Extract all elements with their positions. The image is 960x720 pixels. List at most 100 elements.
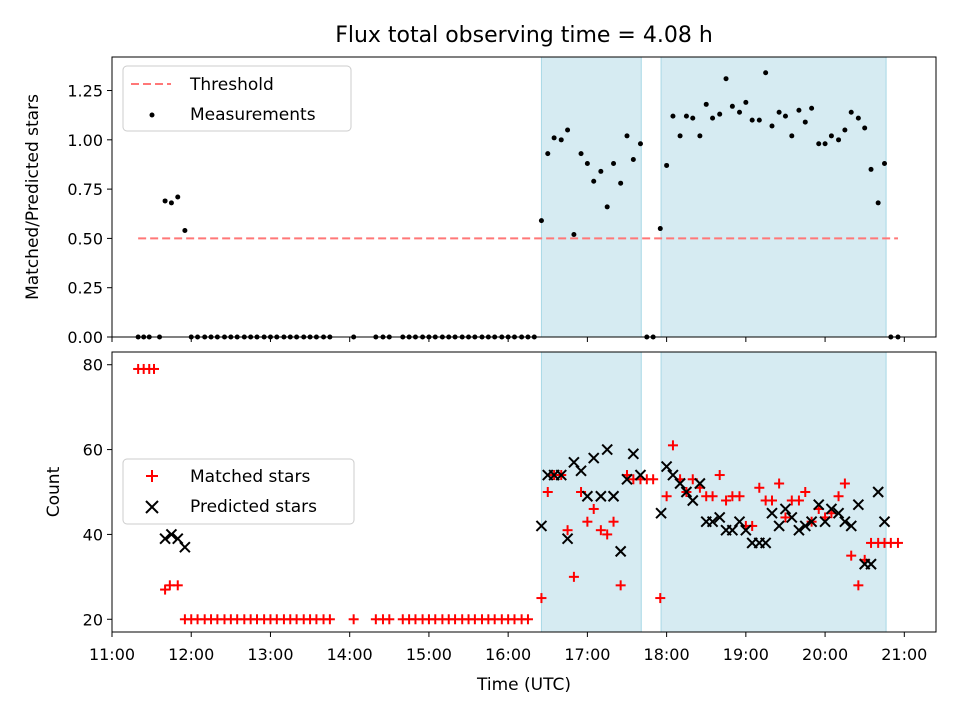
- bottom-x-tick-label: 21:00: [881, 645, 927, 664]
- predicted-x-b: [159, 532, 171, 545]
- measurement-point: [729, 103, 735, 109]
- measurement-point: [816, 141, 822, 147]
- matched-star-point: [172, 580, 183, 591]
- bottom-y-tick-label: 40: [83, 525, 103, 544]
- measurement-point: [717, 111, 723, 117]
- predicted-star-point: [865, 558, 877, 570]
- predicted-x-b: [621, 473, 633, 485]
- predicted-x-b: [687, 494, 699, 507]
- measurement-point: [618, 180, 624, 186]
- predicted-x-b: [766, 507, 778, 519]
- predicted-x-b: [740, 524, 752, 536]
- top-y-ticks: 0.00 0.25 0.50 0.75 1.00 1.25: [67, 82, 112, 347]
- bottom-y-axis-label: Count: [44, 466, 64, 517]
- predicted-x-b: [805, 515, 818, 528]
- predicted-x-b: [694, 477, 706, 490]
- measurement-point: [782, 113, 788, 119]
- top-y-tick-label: 0.00: [67, 328, 103, 347]
- predicted-x-b: [878, 515, 891, 528]
- predicted-x-b: [535, 520, 548, 532]
- measurement-point: [175, 194, 181, 200]
- bottom-x-tick-label: 18:00: [644, 645, 690, 664]
- predicted-star-point: [674, 477, 686, 490]
- bottom-y-ticks: 20 40 60 80: [83, 356, 112, 629]
- predicted-x-b: [614, 545, 627, 558]
- matched-star-point: [608, 516, 619, 527]
- predicted-star-point: [713, 511, 726, 524]
- bottom-y-tick-label: 20: [83, 610, 103, 629]
- predicted-x-b: [179, 541, 191, 553]
- predicted-star-point: [706, 515, 719, 528]
- predicted-x-b: [607, 490, 620, 502]
- matched-star-point: [568, 571, 579, 582]
- matched-star-point: [780, 512, 791, 523]
- measurement-point: [836, 137, 842, 143]
- measurement-point: [571, 231, 577, 237]
- predicted-star-point: [655, 507, 667, 519]
- matched-star-point: [846, 550, 857, 561]
- measurement-point: [749, 117, 755, 123]
- measurement-point: [842, 127, 848, 133]
- predicted-x-b: [561, 532, 574, 545]
- top-legend: Threshold Measurements: [122, 65, 352, 132]
- predicted-legend-label: Predicted stars: [190, 497, 317, 517]
- predicted-star-point: [555, 469, 567, 481]
- measurement-point: [551, 135, 557, 141]
- top-y-tick-label: 1.25: [67, 82, 103, 101]
- measurement-point: [776, 109, 782, 115]
- measurement-point: [882, 160, 887, 166]
- predicted-x-b: [706, 515, 719, 528]
- matched-star-point: [714, 470, 725, 481]
- predicted-star-point: [845, 520, 857, 532]
- predicted-star-point: [601, 443, 613, 456]
- measurement-point: [584, 160, 590, 166]
- matched-star-point: [721, 495, 732, 506]
- predicted-x-b: [773, 520, 785, 532]
- measurement-point: [657, 226, 663, 232]
- bottom-shaded-regions: [540, 351, 887, 633]
- predicted-star-point: [680, 486, 693, 498]
- top-shaded-regions: [540, 56, 887, 338]
- measurement-point: [737, 109, 743, 115]
- predicted-x-b: [555, 469, 567, 481]
- predicted-star-point: [581, 490, 594, 502]
- predicted-x-b: [713, 511, 726, 524]
- top-y-tick-label: 1.00: [67, 131, 103, 150]
- predicted-x-b: [799, 520, 811, 532]
- matched-star-point: [522, 614, 533, 625]
- measurement-point: [868, 166, 874, 172]
- measurement-point: [703, 101, 709, 107]
- matched-star-point: [595, 525, 606, 536]
- bottom-x-tick-label: 19:00: [723, 645, 769, 664]
- measurement-point: [875, 200, 881, 206]
- measurement-point: [756, 117, 762, 123]
- measurement-point: [743, 99, 749, 105]
- predicted-star-point: [733, 515, 746, 528]
- predicted-star-point: [773, 520, 785, 532]
- matched-star-point: [384, 614, 395, 625]
- top-y-tick-label: 0.75: [67, 180, 103, 199]
- measurement-point: [565, 127, 571, 133]
- bottom-y-tick-label: 80: [83, 356, 103, 375]
- chart-title: Flux total observing time = 4.08 h: [335, 23, 713, 48]
- top-panel: 0.00 0.25 0.50 0.75 1.00 1.25 Matched/Predict…: [23, 56, 937, 347]
- matched-star-point: [853, 580, 864, 591]
- bottom-legend-box: [122, 458, 355, 525]
- predicted-star-point: [614, 545, 627, 558]
- top-legend-box: [122, 65, 352, 132]
- predicted-star-point: [832, 507, 845, 519]
- predicted-star-point: [819, 515, 831, 528]
- predicted-x-b: [165, 528, 178, 541]
- measurement-point: [591, 178, 597, 184]
- matched-legend-marker: [146, 470, 158, 482]
- bottom-x-tick-label: 14:00: [327, 645, 373, 664]
- predicted-star-point: [766, 507, 778, 519]
- predicted-x-b: [655, 507, 667, 519]
- matched-star-point: [324, 614, 335, 625]
- bottom-x-tick-label: 13:00: [247, 645, 293, 664]
- predicted-star-point: [165, 528, 178, 541]
- predicted-star-point: [852, 499, 865, 511]
- predicted-x-b: [832, 507, 845, 519]
- measurement-point: [828, 133, 834, 139]
- measurement-point: [558, 137, 564, 143]
